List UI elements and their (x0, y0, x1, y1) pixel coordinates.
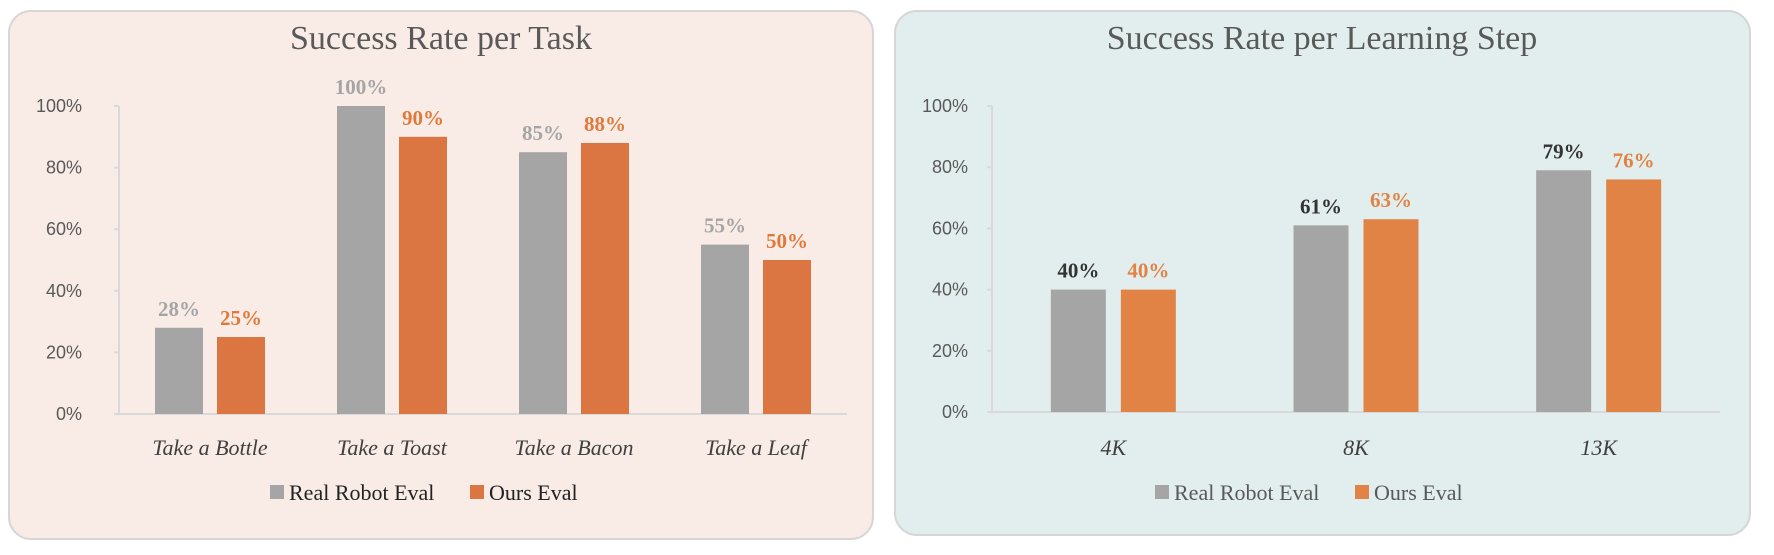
y-tick-label: 20% (932, 341, 968, 361)
legend-swatch (1155, 485, 1169, 499)
x-tick-label: 13K (1580, 435, 1618, 460)
data-label: 90% (402, 106, 444, 130)
legend-label: Real Robot Eval (289, 480, 434, 505)
legend-label: Ours Eval (489, 480, 578, 505)
legend-swatch (270, 485, 284, 499)
data-label: 28% (158, 297, 200, 321)
data-label: 76% (1613, 148, 1655, 172)
data-label: 55% (704, 214, 746, 238)
legend-swatch (470, 485, 484, 499)
data-label: 85% (522, 121, 564, 145)
data-label: 50% (766, 229, 808, 253)
data-label: 25% (220, 306, 262, 330)
bar-real-robot-eval (701, 244, 749, 414)
y-tick-label: 60% (46, 219, 82, 239)
legend-label: Ours Eval (1374, 480, 1463, 505)
bar-ours-eval (1606, 179, 1662, 412)
chart-title: Success Rate per Task (290, 20, 592, 57)
chart-title: Success Rate per Learning Step (1107, 20, 1538, 57)
bar-ours-eval (399, 136, 447, 415)
bar-real-robot-eval (1050, 289, 1106, 412)
x-tick-label: Take a Leaf (705, 435, 810, 460)
y-tick-label: 40% (46, 281, 82, 301)
bar-real-robot-eval (1536, 170, 1592, 412)
data-label: 100% (335, 75, 388, 99)
bar-ours-eval (763, 260, 811, 414)
x-tick-label: Take a Bacon (515, 435, 634, 460)
bar-ours-eval (1363, 219, 1419, 412)
x-tick-label: Take a Bottle (152, 435, 268, 460)
bar-real-robot-eval (337, 106, 385, 414)
y-tick-label: 100% (36, 96, 82, 116)
chart-success-per-learning-step: Success Rate per Learning Step 0% 20% 40% 6… (894, 10, 1751, 536)
y-tick-label: 20% (46, 342, 82, 362)
y-tick-label: 80% (46, 158, 82, 178)
x-tick-label: Take a Toast (337, 435, 448, 460)
bar-ours-eval (217, 337, 265, 414)
bar-real-robot-eval (155, 327, 203, 414)
chart-success-per-task: Success Rate per Task 0% 20% 40% 60% 80% 100%… (8, 10, 874, 540)
bar-ours-eval (581, 142, 629, 414)
x-tick-label: 4K (1100, 435, 1127, 460)
y-tick-label: 0% (56, 404, 82, 424)
y-tick-label: 100% (922, 96, 968, 116)
legend-swatch (1355, 485, 1369, 499)
bar-real-robot-eval (519, 152, 567, 414)
data-label: 88% (584, 112, 626, 136)
y-tick-label: 0% (942, 402, 968, 422)
x-tick-label: 8K (1343, 435, 1370, 460)
data-label: 61% (1300, 194, 1342, 218)
y-tick-label: 40% (932, 280, 968, 300)
data-label: 40% (1057, 259, 1099, 283)
legend-label: Real Robot Eval (1174, 480, 1319, 505)
bar-ours-eval (1120, 289, 1176, 412)
data-label: 63% (1370, 188, 1412, 212)
bar-real-robot-eval (1293, 225, 1349, 412)
y-tick-label: 80% (932, 157, 968, 177)
data-label: 79% (1543, 139, 1585, 163)
y-tick-label: 60% (932, 218, 968, 238)
data-label: 40% (1127, 259, 1169, 283)
